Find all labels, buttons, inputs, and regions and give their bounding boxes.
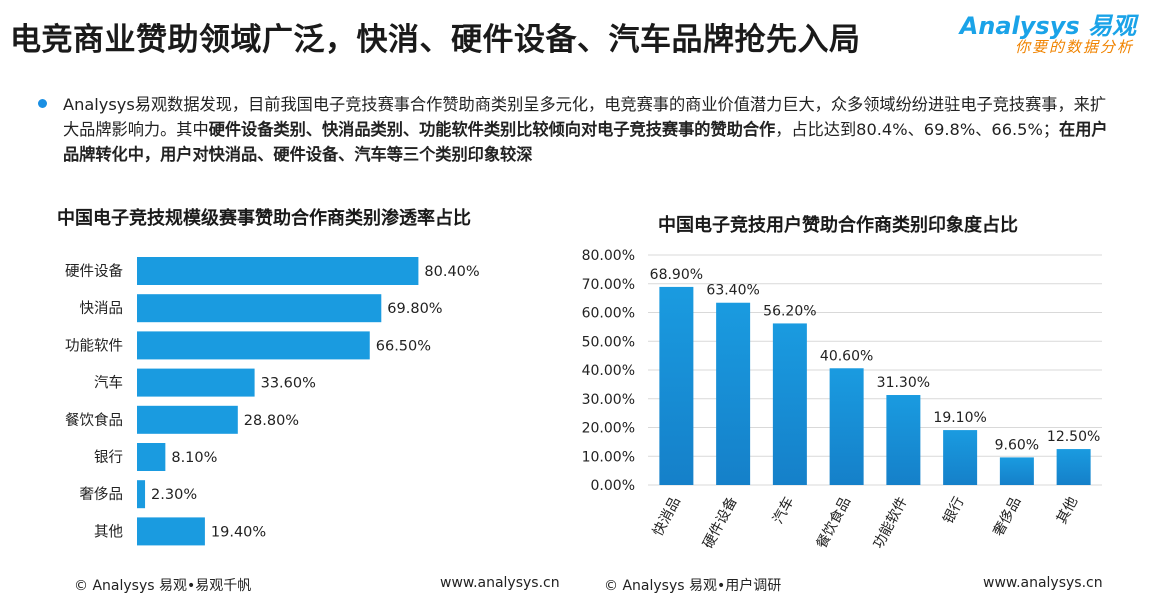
right-category-label: 汽车 <box>769 494 797 527</box>
left-footer-source: © Analysys 易观•易观千帆 <box>74 578 252 594</box>
right-category-label: 餐饮食品 <box>813 494 854 551</box>
right-ytick-label: 40.00% <box>582 363 635 379</box>
right-value-label: 63.40% <box>706 283 759 299</box>
summary-part1: Analysys易观数据发现，目前我国电子竞技赛事合作赞助商类别呈多元化，电竞赛… <box>63 95 1107 139</box>
right-ytick-label: 60.00% <box>582 306 635 322</box>
left-category-label: 其他 <box>94 523 123 540</box>
right-category-label: 硬件设备 <box>699 494 740 551</box>
right-ytick-label: 50.00% <box>582 334 635 350</box>
right-bar <box>716 302 751 485</box>
right-category-label: 奢侈品 <box>991 494 1025 539</box>
left-category-label: 汽车 <box>94 375 123 392</box>
right-value-label: 12.50% <box>1047 429 1100 445</box>
right-chart-title: 中国电子竞技用户赞助合作商类别印象度占比 <box>658 215 1018 236</box>
left-bar <box>137 517 205 546</box>
left-chart-title: 中国电子竞技规模级赛事赞助合作商类别渗透率占比 <box>57 208 471 229</box>
summary-bold1: 硬件设备类别、快消品类别、功能软件类别比较倾向对电子竞技赛事的赞助合作 <box>208 120 776 139</box>
right-bar <box>829 368 864 485</box>
left-value-label: 2.30% <box>151 487 197 503</box>
right-footer-url: www.analysys.cn <box>983 575 1103 591</box>
right-category-label: 功能软件 <box>870 494 910 551</box>
left-value-label: 33.60% <box>261 376 316 392</box>
right-bar <box>772 323 807 485</box>
left-value-label: 19.40% <box>211 524 266 540</box>
right-ytick-label: 20.00% <box>582 421 635 437</box>
logo-brand: Analysys 易观 <box>959 12 1136 40</box>
left-category-label: 奢侈品 <box>80 486 124 503</box>
right-category-label: 银行 <box>940 494 967 526</box>
left-value-label: 66.50% <box>376 338 431 354</box>
right-ytick-label: 30.00% <box>582 392 635 408</box>
right-bar <box>659 286 694 485</box>
left-value-label: 28.80% <box>244 413 299 429</box>
page-title: 电竞商业赞助领域广泛，快消、硬件设备、汽车品牌抢先入局 <box>10 22 861 58</box>
summary-part2: ，占比达到80.4%、69.8%、66.5%； <box>775 120 1060 139</box>
left-category-label: 餐饮食品 <box>65 412 123 429</box>
left-footer-url: www.analysys.cn <box>440 575 560 591</box>
left-category-label: 硬件设备 <box>65 263 123 280</box>
right-ytick-label: 70.00% <box>582 277 635 293</box>
left-category-label: 银行 <box>94 449 123 466</box>
right-category-label: 快消品 <box>650 494 684 539</box>
analysys-logo: Analysys 易观 你要的数据分析 <box>960 6 1144 60</box>
left-bar <box>137 331 370 360</box>
right-bar <box>886 395 921 485</box>
right-value-label: 9.60% <box>995 437 1039 453</box>
left-bar <box>137 480 146 509</box>
right-value-label: 68.90% <box>650 267 703 283</box>
right-bar <box>943 430 978 485</box>
right-value-label: 40.60% <box>820 348 873 364</box>
left-value-label: 8.10% <box>171 450 217 466</box>
right-ytick-label: 0.00% <box>591 478 635 494</box>
right-footer-source: © Analysys 易观•用户调研 <box>604 578 782 594</box>
summary-text: Analysys易观数据发现，目前我国电子竞技赛事合作赞助商类别呈多元化，电竞赛… <box>63 92 1113 167</box>
left-bar <box>137 405 238 434</box>
right-value-label: 19.10% <box>933 410 986 426</box>
right-ytick-label: 10.00% <box>582 449 635 465</box>
logo-tagline: 你要的数据分析 <box>1014 38 1134 56</box>
right-bar <box>1056 449 1091 485</box>
left-value-label: 80.40% <box>424 264 479 280</box>
left-bar <box>137 368 255 397</box>
left-value-label: 69.80% <box>387 301 442 317</box>
right-value-label: 56.20% <box>763 303 816 319</box>
left-category-label: 快消品 <box>80 300 124 317</box>
left-bar <box>137 294 382 323</box>
left-category-label: 功能软件 <box>65 337 123 354</box>
right-value-label: 31.30% <box>877 375 930 391</box>
left-bar <box>137 257 419 285</box>
right-bar <box>999 457 1034 485</box>
right-category-label: 其他 <box>1054 494 1081 526</box>
right-bar-chart: 0.00% 10.00% 20.00% 30.00% 40.00% 50.00% 60.00… <box>582 248 1102 551</box>
right-ytick-label: 80.00% <box>582 248 635 264</box>
left-bar <box>137 443 166 471</box>
bullet-dot <box>38 99 47 108</box>
left-bar-chart: 硬件设备 80.40% 快消品 69.80% 功能软件 66.50% 汽车 33.60% 餐饮食… <box>65 257 480 546</box>
summary-bold2: 在用户品牌转化中，用户对快消品、硬件设备、汽车等三个类别印象较深 <box>63 120 1108 164</box>
